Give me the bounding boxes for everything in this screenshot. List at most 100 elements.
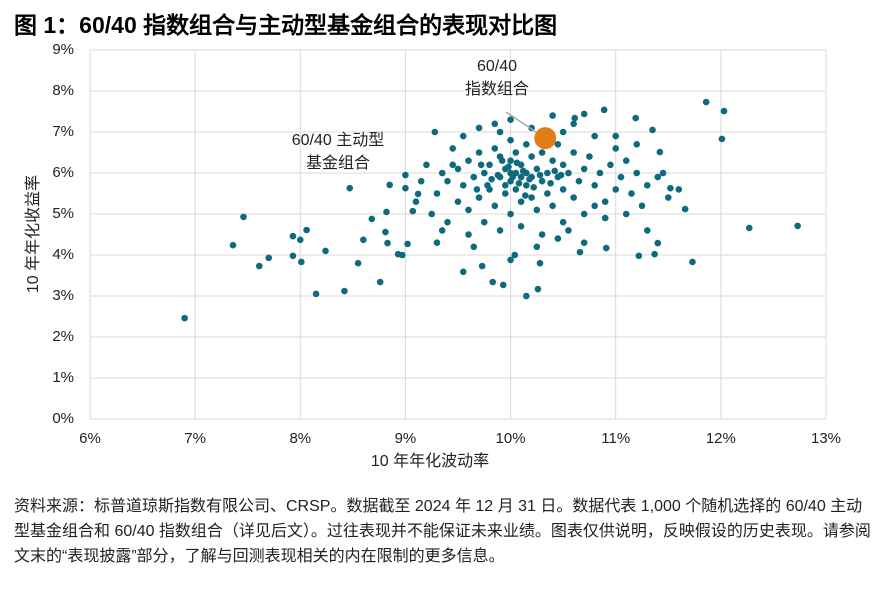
x-tick-label: 11% [601, 430, 630, 447]
point [551, 167, 559, 175]
point [383, 208, 390, 216]
point [718, 135, 726, 143]
point [433, 190, 441, 197]
point [289, 232, 297, 240]
point [570, 120, 577, 128]
point [470, 173, 478, 181]
point [376, 278, 384, 286]
point [544, 169, 551, 177]
point [559, 186, 567, 193]
point [517, 173, 525, 181]
point [523, 292, 530, 300]
point [635, 252, 643, 260]
point [255, 262, 263, 270]
point [720, 107, 728, 115]
point [664, 194, 672, 201]
point [449, 145, 457, 152]
y-tick-label: 8% [52, 82, 74, 99]
chart: 0% 1% 2% 3% 4% 5% 6% 7% 8% 9% 6% 7% 8% 9% 10% 11% 12% 13%… [24, 41, 841, 470]
point [499, 281, 507, 289]
point [586, 153, 593, 160]
point [346, 184, 354, 192]
point [659, 169, 667, 177]
point [702, 98, 710, 106]
point [575, 177, 583, 185]
point [507, 157, 514, 164]
point [477, 161, 485, 169]
source-note: 资料来源：标普道琼斯指数有限公司、CRSP。数据截至 2024 年 12 月 3… [14, 498, 871, 565]
point [591, 182, 598, 189]
point [505, 163, 512, 171]
point [475, 194, 483, 201]
point [622, 210, 630, 218]
x-tick-label: 6% [79, 430, 101, 447]
point [289, 252, 297, 260]
y-tick-label: 2% [52, 328, 74, 345]
point [402, 184, 409, 192]
point [265, 254, 273, 262]
point [602, 244, 610, 252]
y-tick-label: 9% [52, 41, 74, 58]
plot-area [89, 49, 827, 420]
point [515, 179, 523, 187]
point [571, 114, 579, 122]
x-tick-label: 12% [706, 430, 736, 447]
point [654, 173, 662, 181]
point [612, 186, 620, 193]
point [643, 182, 651, 189]
point [633, 141, 641, 148]
annotation: 60/40 主动型 [292, 131, 385, 149]
y-tick-label: 6% [52, 164, 74, 181]
point [601, 214, 609, 222]
point [538, 149, 546, 156]
point [465, 206, 472, 214]
point [559, 128, 567, 136]
x-tick-label: 8% [289, 430, 311, 447]
point [341, 287, 348, 295]
point [533, 165, 541, 173]
point [612, 132, 620, 140]
y-axis-label: 10 年年化收益率 [24, 175, 42, 293]
point [607, 161, 614, 169]
point [580, 239, 588, 246]
point [465, 231, 472, 238]
point [384, 239, 391, 247]
annotation-leader [505, 111, 537, 133]
point [580, 165, 588, 173]
point [649, 126, 656, 134]
point [398, 251, 406, 259]
point [486, 161, 493, 169]
point [484, 182, 491, 189]
point [382, 228, 389, 236]
point [465, 157, 472, 164]
point [632, 114, 639, 122]
point [454, 165, 462, 173]
point [449, 161, 457, 169]
point [438, 227, 446, 234]
point [547, 179, 554, 187]
point [600, 106, 608, 114]
annotation: 指数组合 [465, 80, 529, 98]
point [480, 169, 488, 177]
point [794, 222, 801, 230]
point [459, 268, 467, 276]
point [622, 157, 630, 164]
point [409, 207, 417, 215]
point [544, 190, 551, 197]
point [638, 202, 646, 210]
point [517, 198, 525, 205]
point [530, 184, 538, 191]
point [526, 175, 533, 183]
point [444, 177, 451, 185]
point [533, 243, 541, 251]
point [296, 236, 304, 244]
point [612, 145, 620, 152]
point [502, 182, 509, 189]
point [438, 169, 446, 177]
point [491, 120, 499, 128]
point [368, 215, 376, 223]
point [528, 153, 535, 160]
point [459, 182, 467, 189]
point [549, 157, 556, 164]
